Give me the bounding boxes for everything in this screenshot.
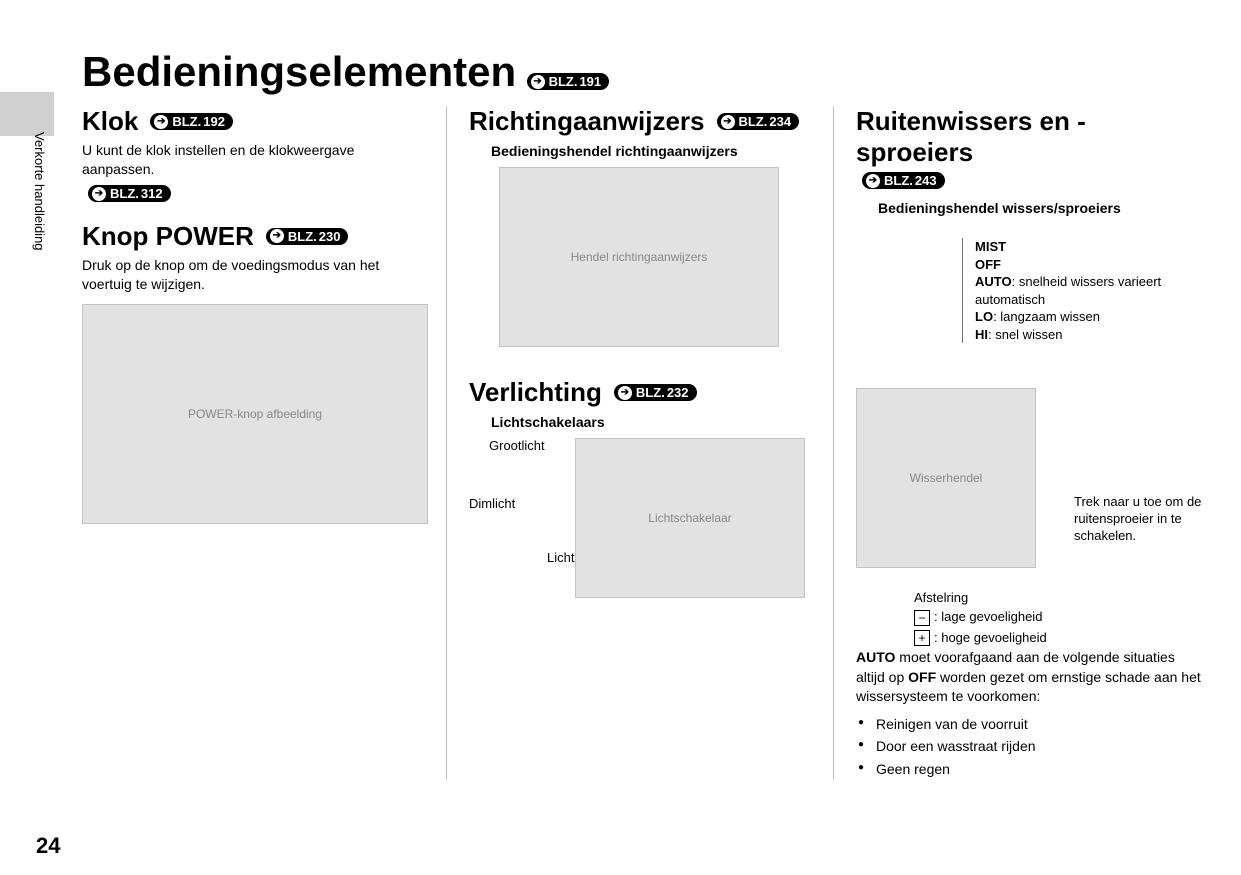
klok-body: U kunt de klok instellen en de klokweerg… (82, 141, 428, 179)
col-1: Klok ➔ BLZ. 192 U kunt de klok instellen… (82, 106, 446, 780)
mode-off: OFF (975, 257, 1001, 272)
light-heading: Verlichting (469, 377, 602, 408)
arrow-icon: ➔ (866, 174, 880, 188)
col-2: Richtingaanwijzers ➔ BLZ. 234 Bedienings… (446, 106, 833, 780)
page-number: 24 (36, 833, 60, 859)
power-heading-row: Knop POWER ➔ BLZ. 230 (82, 221, 428, 252)
wiper-diagram: MIST OFF AUTO: snelheid wissers varieert… (856, 224, 1202, 634)
warn-item: Geen regen (858, 758, 1202, 780)
light-heading-row: Verlichting ➔ BLZ. 232 (469, 377, 815, 408)
arrow-icon: ➔ (270, 229, 284, 243)
ref-prefix: BLZ. (884, 173, 913, 188)
ref-prefix: BLZ. (110, 186, 139, 201)
minus-icon: − (914, 610, 930, 626)
power-ref[interactable]: ➔ BLZ. 230 (266, 228, 349, 245)
light-sub: Lichtschakelaars (469, 414, 815, 430)
wiper-ref[interactable]: ➔ BLZ. 243 (862, 172, 945, 189)
power-figure: POWER-knop afbeelding (82, 304, 428, 524)
label-grootlicht: Grootlicht (489, 438, 545, 453)
label-dimlicht: Dimlicht (469, 496, 515, 511)
turn-sub: Bedieningshendel richtingaanwijzers (469, 143, 815, 159)
wiper-modes: MIST OFF AUTO: snelheid wissers varieert… (962, 238, 1202, 343)
ref-num: 243 (915, 173, 937, 188)
ref-prefix: BLZ. (636, 385, 665, 400)
side-tab (0, 92, 54, 136)
warn-item: Reinigen van de voorruit (858, 713, 1202, 735)
warn-list: Reinigen van de voorruit Door een wasstr… (856, 713, 1202, 780)
light-diagram: Grootlicht Dimlicht Lichtsignaal Lichtsc… (469, 438, 815, 598)
sidebar-label: Verkorte handleiding (32, 132, 47, 251)
klok-ref-2[interactable]: ➔ BLZ. 312 (88, 185, 171, 202)
afstelring-title: Afstelring (914, 590, 1047, 605)
wiper-pull-text: Trek naar u toe om de ruitensproeier in … (1074, 494, 1214, 545)
ref-prefix: BLZ. (172, 114, 201, 129)
title-page-ref[interactable]: ➔ BLZ. 191 (527, 73, 610, 90)
ref-num: 191 (579, 74, 601, 89)
afstel-minus-text: : lage gevoeligheid (934, 609, 1042, 624)
warn-off: OFF (908, 669, 936, 685)
turn-ref[interactable]: ➔ BLZ. 234 (717, 113, 800, 130)
klok-heading: Klok (82, 106, 138, 137)
mode-hi-label: HI (975, 327, 988, 342)
mode-lo-label: LO (975, 309, 993, 324)
mode-auto-label: AUTO (975, 274, 1012, 289)
klok-heading-row: Klok ➔ BLZ. 192 (82, 106, 428, 137)
page-title: Bedieningselementen (82, 48, 516, 96)
columns: Klok ➔ BLZ. 192 U kunt de klok instellen… (82, 106, 1202, 780)
ref-prefix: BLZ. (288, 229, 317, 244)
ref-num: 192 (203, 114, 225, 129)
page-content: Bedieningselementen ➔ BLZ. 191 Klok ➔ BL… (82, 48, 1202, 780)
wiper-sub: Bedieningshendel wissers/sproeiers (856, 200, 1202, 216)
klok-ref[interactable]: ➔ BLZ. 192 (150, 113, 233, 130)
wiper-heading: Ruitenwissers en -sproeiers (856, 106, 1202, 168)
ref-prefix: BLZ. (739, 114, 768, 129)
title-row: Bedieningselementen ➔ BLZ. 191 (82, 48, 1202, 96)
light-ref[interactable]: ➔ BLZ. 232 (614, 384, 697, 401)
power-heading: Knop POWER (82, 221, 254, 252)
ref-num: 234 (769, 114, 791, 129)
arrow-icon: ➔ (154, 115, 168, 129)
wiper-figure: Wisserhendel (856, 388, 1036, 568)
mode-hi-text: : snel wissen (988, 327, 1062, 342)
afstelring-block: Afstelring −: lage gevoeligheid + : hoge … (914, 590, 1047, 646)
ref-num: 312 (141, 186, 163, 201)
ref-num: 230 (319, 229, 341, 244)
warn-auto: AUTO (856, 649, 895, 665)
wiper-warning: AUTO moet voorafgaand aan de volgende si… (856, 648, 1202, 780)
ref-prefix: BLZ. (549, 74, 578, 89)
mode-lo-text: : langzaam wissen (993, 309, 1100, 324)
turn-heading: Richtingaanwijzers (469, 106, 705, 137)
arrow-icon: ➔ (531, 75, 545, 89)
turn-figure: Hendel richtingaanwijzers (499, 167, 779, 347)
arrow-icon: ➔ (92, 187, 106, 201)
wiper-fig-wrap: Wisserhendel (856, 388, 1036, 578)
light-figure: Lichtschakelaar (575, 438, 805, 598)
arrow-icon: ➔ (618, 386, 632, 400)
mode-mist: MIST (975, 239, 1006, 254)
ref-num: 232 (667, 385, 689, 400)
plus-icon: + (914, 630, 930, 646)
turn-heading-row: Richtingaanwijzers ➔ BLZ. 234 (469, 106, 815, 137)
afstel-plus-text: : hoge gevoeligheid (934, 630, 1047, 645)
power-body: Druk op de knop om de voedingsmodus van … (82, 256, 428, 294)
col-3: Ruitenwissers en -sproeiers ➔ BLZ. 243 B… (833, 106, 1202, 780)
arrow-icon: ➔ (721, 115, 735, 129)
warn-item: Door een wasstraat rijden (858, 735, 1202, 757)
